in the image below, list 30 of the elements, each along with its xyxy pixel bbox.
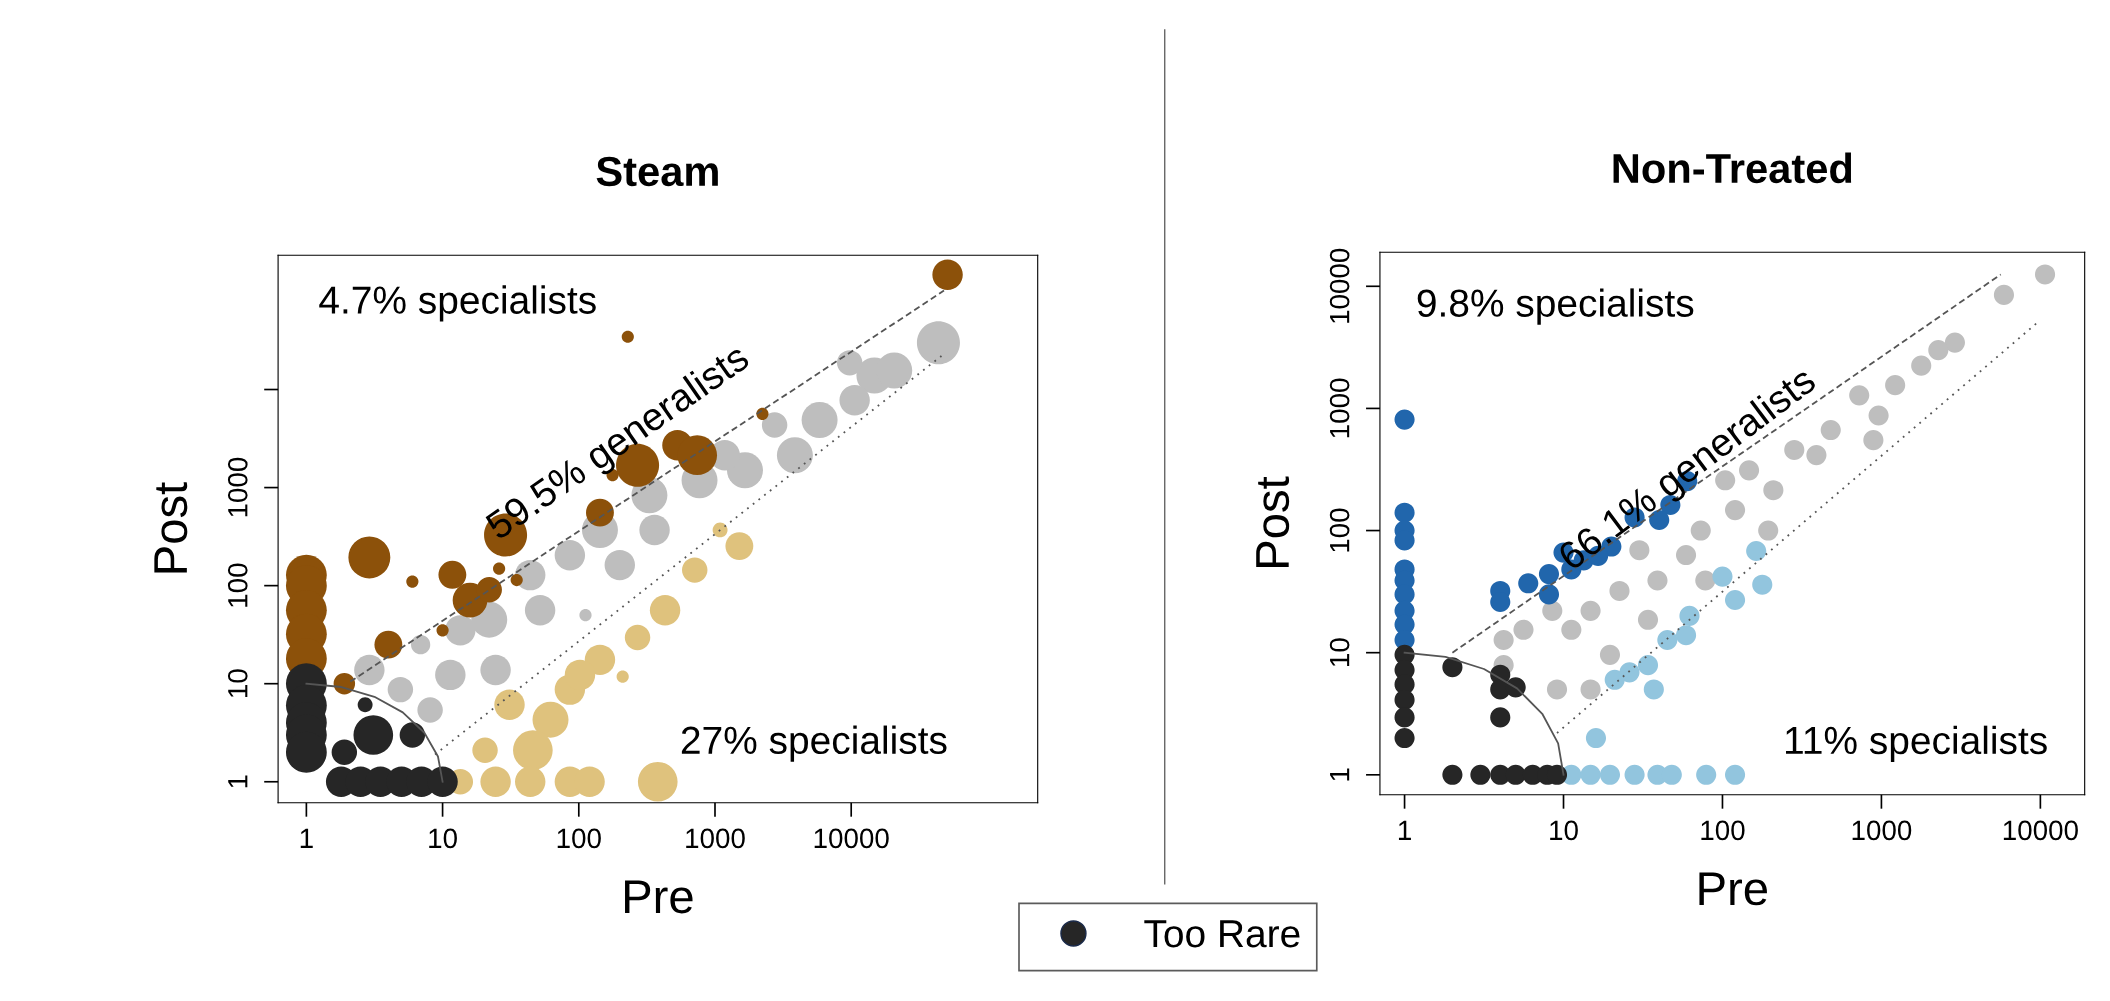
y-tick-label: 10 [1329, 638, 1350, 667]
x-tick-label: 1000 [686, 828, 745, 849]
x-tick-label: 10000 [814, 828, 889, 849]
x-tick-label: 1 [300, 828, 313, 848]
y-tick-label: 10000 [1329, 248, 1350, 323]
y-tick-label: 10 [227, 669, 248, 698]
y-tick-label: 100 [227, 563, 248, 607]
x-tick-label: 100 [1701, 820, 1745, 841]
y-tick-label: 1000 [227, 457, 248, 517]
y-axis-title: Post [154, 482, 188, 573]
x-axis-title: Pre [625, 880, 693, 914]
x-tick-label: 10 [429, 828, 457, 849]
y-axis-title: Post [1256, 476, 1290, 567]
annotation: 27% specialists [681, 725, 947, 762]
x-tick-label: 10 [1550, 820, 1578, 841]
legend-label: Too Rare [1144, 920, 1300, 948]
annotation: 11% specialists [1786, 725, 2047, 762]
y-tick-label: 1 [228, 775, 248, 788]
x-tick-label: 100 [557, 828, 601, 849]
chart-title: Steam [596, 156, 718, 187]
y-tick-label: 1000 [1329, 378, 1350, 438]
y-tick-label: 100 [1329, 508, 1350, 552]
x-tick-label: 1 [1398, 820, 1411, 840]
annotation: 4.7% specialists [319, 285, 596, 322]
x-axis-title: Pre [1699, 872, 1767, 906]
x-tick-label: 1000 [1852, 820, 1912, 841]
chart-title: Non-Treated [1613, 152, 1852, 184]
annotation: 9.8% specialists [1417, 288, 1694, 325]
y-tick-label: 1 [1330, 768, 1350, 781]
x-tick-label: 10000 [2003, 820, 2078, 841]
